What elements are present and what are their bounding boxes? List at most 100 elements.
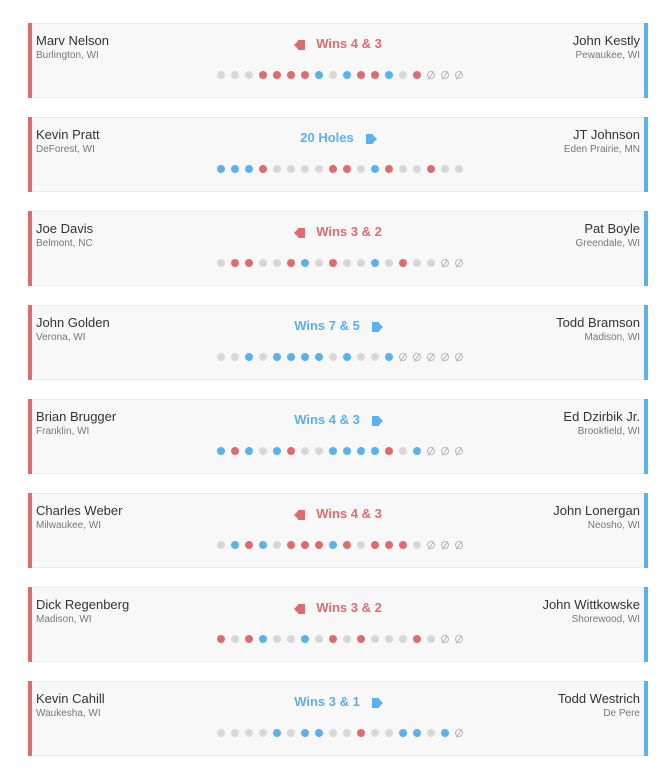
left-player-location: Franklin, WI (36, 426, 90, 437)
hole-halved-dot (259, 353, 267, 361)
hole-won-right-dot (273, 729, 281, 737)
hole-halved-dot (399, 635, 407, 643)
hole-won-right-dot (231, 541, 239, 549)
left-player-location: Belmont, NC (36, 238, 93, 249)
hole-not-played-icon (427, 353, 435, 361)
hole-halved-dot (413, 165, 421, 173)
left-player-name: Kevin Cahill (36, 691, 105, 706)
hole-halved-dot (399, 165, 407, 173)
hole-halved-dot (329, 71, 337, 79)
right-player-name: Pat Boyle (584, 221, 640, 236)
hole-halved-dot (343, 259, 351, 267)
hole-halved-dot (427, 635, 435, 643)
match-row[interactable]: Charles Weber Milwaukee, WI Wins 4 & 3 John… (28, 493, 648, 568)
right-player-location: Brookfield, WI (577, 426, 640, 437)
right-player: JT Johnson Eden Prairie, MN (564, 127, 640, 156)
hole-won-right-dot (245, 165, 253, 173)
hole-won-left-dot (287, 71, 295, 79)
hole-not-played-icon (427, 71, 435, 79)
hole-won-left-dot (329, 165, 337, 173)
hole-not-played-icon (441, 71, 449, 79)
right-player-location: Pewaukee, WI (575, 50, 640, 61)
flag-right-icon (371, 321, 383, 332)
left-player-name: Dick Regenberg (36, 597, 130, 612)
result-text: Wins 7 & 5 (294, 317, 360, 333)
hole-won-left-dot (259, 71, 267, 79)
flag-left-icon (294, 603, 306, 614)
match-result: Wins 4 & 3 (32, 35, 644, 51)
hole-won-right-dot (245, 447, 253, 455)
hole-won-right-dot (371, 259, 379, 267)
match-row[interactable]: Kevin Pratt DeForest, WI 20 Holes JT Johnso… (28, 117, 648, 192)
hole-won-left-dot (259, 165, 267, 173)
left-player: Joe Davis Belmont, NC (36, 221, 93, 250)
hole-halved-dot (441, 165, 449, 173)
hole-halved-dot (427, 729, 435, 737)
result-text: 20 Holes (300, 129, 354, 145)
hole-won-left-dot (245, 541, 253, 549)
hole-won-right-dot (343, 447, 351, 455)
hole-halved-dot (357, 353, 365, 361)
hole-not-played-icon (455, 71, 463, 79)
hole-won-left-dot (357, 729, 365, 737)
left-player: Kevin Cahill Waukesha, WI (36, 691, 105, 720)
hole-won-left-dot (329, 259, 337, 267)
right-player-name: John Lonergan (553, 503, 640, 518)
hole-halved-dot (217, 353, 225, 361)
hole-halved-dot (427, 259, 435, 267)
hole-not-played-icon (413, 353, 421, 361)
left-player-name: John Golden (36, 315, 110, 330)
right-player: Todd Westrich De Pere (558, 691, 640, 720)
hole-halved-dot (259, 447, 267, 455)
match-row[interactable]: John Golden Verona, WI Wins 7 & 5 Todd Bram… (28, 305, 648, 380)
match-row[interactable]: Brian Brugger Franklin, WI Wins 4 & 3 Ed Dz… (28, 399, 648, 474)
hole-won-left-dot (385, 541, 393, 549)
hole-won-left-dot (399, 541, 407, 549)
result-text: Wins 3 & 2 (316, 599, 382, 615)
left-player: Brian Brugger Franklin, WI (36, 409, 116, 438)
match-result: Wins 3 & 1 (32, 693, 644, 709)
match-row[interactable]: Joe Davis Belmont, NC Wins 3 & 2 Pat Boyle G… (28, 211, 648, 286)
hole-halved-dot (357, 259, 365, 267)
flag-left-icon (294, 39, 306, 50)
hole-not-played-icon (441, 541, 449, 549)
hole-halved-dot (245, 729, 253, 737)
hole-halved-dot (273, 541, 281, 549)
left-player: Dick Regenberg Madison, WI (36, 597, 129, 626)
hole-won-right-dot (301, 353, 309, 361)
hole-halved-dot (343, 729, 351, 737)
result-text: Wins 4 & 3 (316, 35, 382, 51)
hole-halved-dot (385, 259, 393, 267)
hole-halved-dot (455, 165, 463, 173)
match-row[interactable]: Kevin Cahill Waukesha, WI Wins 3 & 1 Todd W… (28, 681, 648, 756)
right-player-name: Todd Bramson (556, 315, 640, 330)
left-player-location: Verona, WI (36, 332, 86, 343)
hole-halved-dot (245, 71, 253, 79)
hole-halved-dot (231, 729, 239, 737)
hole-won-left-dot (343, 165, 351, 173)
hole-won-left-dot (287, 447, 295, 455)
match-row[interactable]: Marv Nelson Burlington, WI Wins 4 & 3 John … (28, 23, 648, 98)
left-player-location: Waukesha, WI (36, 708, 101, 719)
hole-halved-dot (259, 259, 267, 267)
hole-won-right-dot (385, 353, 393, 361)
match-result: Wins 7 & 5 (32, 317, 644, 333)
hole-won-right-dot (301, 259, 309, 267)
left-player-name: Kevin Pratt (36, 127, 100, 142)
right-player: John Kestly Pewaukee, WI (573, 33, 640, 62)
hole-halved-dot (301, 447, 309, 455)
hole-won-right-dot (245, 353, 253, 361)
hole-won-left-dot (399, 259, 407, 267)
hole-halved-dot (217, 71, 225, 79)
match-row[interactable]: Dick Regenberg Madison, WI Wins 3 & 2 John … (28, 587, 648, 662)
hole-halved-dot (217, 729, 225, 737)
left-player: John Golden Verona, WI (36, 315, 110, 344)
hole-halved-dot (273, 165, 281, 173)
hole-halved-dot (371, 635, 379, 643)
result-text: Wins 4 & 3 (294, 411, 360, 427)
hole-won-right-dot (357, 447, 365, 455)
match-result: 20 Holes (32, 129, 644, 145)
hole-halved-dot (385, 729, 393, 737)
hole-not-played-icon (455, 541, 463, 549)
right-player: Todd Bramson Madison, WI (556, 315, 640, 344)
